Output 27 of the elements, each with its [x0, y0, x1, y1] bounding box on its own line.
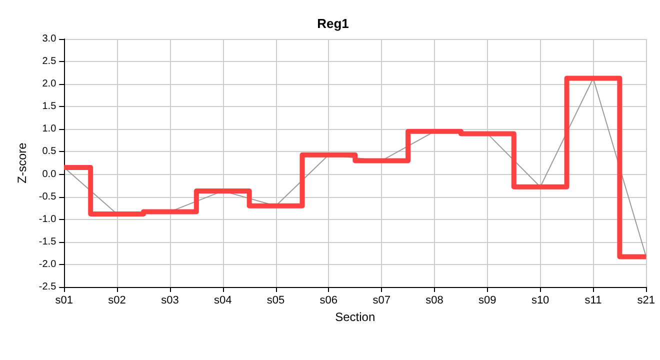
x-tick-label: s10 — [531, 294, 550, 306]
x-tick-label: s07 — [372, 294, 390, 306]
y-tick-label: -2.0 — [38, 258, 57, 270]
y-tick-label: -2.5 — [38, 282, 57, 292]
y-tick-label: 0.0 — [42, 168, 57, 180]
x-tick-label: s09 — [478, 294, 496, 306]
x-tick-label: s03 — [161, 294, 179, 306]
y-tick-label: 1.0 — [42, 124, 57, 135]
y-tick-label: -1.5 — [38, 236, 57, 248]
y-tick-label: 3.0 — [42, 34, 57, 44]
x-tick-label: s02 — [108, 294, 126, 306]
y-tick-label: 2.0 — [42, 78, 57, 90]
x-tick-label: s05 — [266, 294, 285, 306]
x-axis-title: Section — [335, 310, 376, 324]
x-tick-label: s04 — [214, 294, 232, 306]
x-tick-label: s21 — [637, 294, 656, 306]
x-tick-label: s08 — [426, 294, 444, 306]
chart-title: Reg1 — [317, 16, 349, 31]
x-tick-label: s06 — [320, 294, 338, 306]
y-tick-label: 0.5 — [42, 146, 57, 158]
y-tick-label: 2.5 — [42, 56, 57, 68]
y-tick-label: -1.0 — [38, 214, 57, 225]
y-tick-label: -0.5 — [38, 191, 57, 202]
x-tick-label: s11 — [584, 294, 602, 306]
y-tick-label: 1.5 — [42, 101, 57, 112]
y-axis-title: Z-score — [15, 142, 29, 184]
x-tick-label: s01 — [55, 294, 74, 306]
